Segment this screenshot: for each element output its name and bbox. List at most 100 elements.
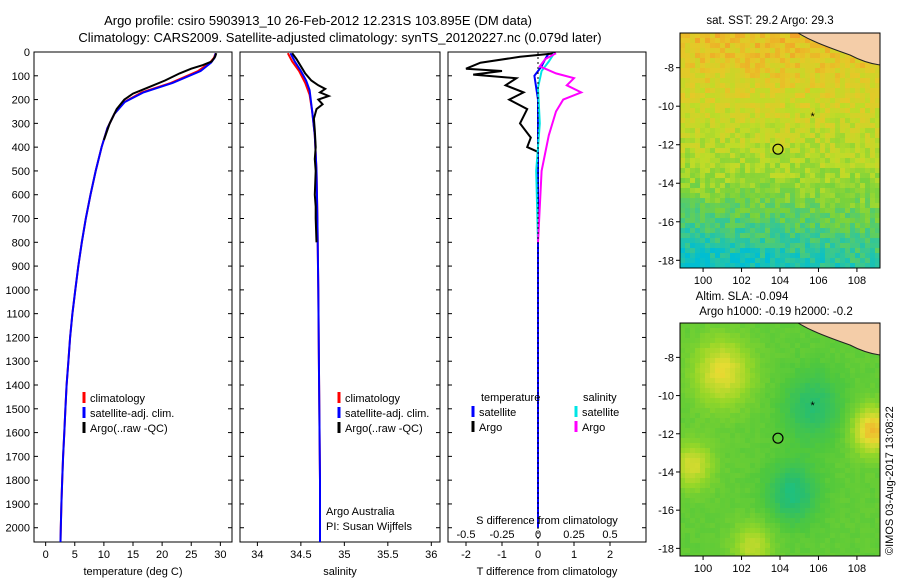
map-cell [820, 198, 826, 204]
map-cell [800, 133, 806, 139]
map-cell [850, 423, 856, 429]
map-cell [710, 358, 716, 364]
map-cell [750, 203, 756, 209]
map-cell [750, 393, 756, 399]
map-cell [830, 128, 836, 134]
map-cell [750, 108, 756, 114]
map-cell [725, 213, 731, 219]
map-cell [745, 368, 751, 374]
map-cell [820, 118, 826, 124]
map-cell [710, 363, 716, 369]
map-cell [865, 73, 871, 79]
map-cell [865, 423, 871, 429]
map-cell [705, 218, 711, 224]
map-cell [740, 213, 746, 219]
map-cell [720, 398, 726, 404]
map-cell [845, 173, 851, 179]
map-cell [780, 443, 786, 449]
map-cell [710, 168, 716, 174]
map-cell [845, 383, 851, 389]
map-cell [705, 458, 711, 464]
map-cell [750, 503, 756, 509]
map-cell [835, 218, 841, 224]
map-cell [745, 338, 751, 344]
map-cell [790, 398, 796, 404]
map-cell [840, 248, 846, 254]
map-cell [840, 98, 846, 104]
map-cell [790, 483, 796, 489]
map-cell [705, 68, 711, 74]
map-cell [690, 498, 696, 504]
map-cell [850, 353, 856, 359]
map-cell [730, 528, 736, 534]
map-cell [860, 433, 866, 439]
map-cell [710, 263, 716, 268]
map-cell [775, 178, 781, 184]
map-cell [855, 428, 861, 434]
map-cell [700, 368, 706, 374]
map-cell [775, 198, 781, 204]
map-cell [795, 228, 801, 234]
map-cell [710, 113, 716, 119]
map-cell [740, 428, 746, 434]
map-cell [725, 408, 731, 414]
map-cell [770, 158, 776, 164]
map-cell [685, 498, 691, 504]
map-cell [760, 218, 766, 224]
map-cell [765, 383, 771, 389]
map-cell [835, 423, 841, 429]
map-cell [725, 123, 731, 129]
map-cell [865, 498, 871, 504]
map-cell [775, 168, 781, 174]
map-cell [720, 43, 726, 49]
map-cell [775, 493, 781, 499]
map-cell [755, 38, 761, 44]
map-cell [685, 83, 691, 89]
map-cell [685, 328, 691, 334]
map-cell [730, 33, 736, 39]
map-cell [725, 393, 731, 399]
map-cell [685, 463, 691, 469]
map-cell [775, 208, 781, 214]
map-cell [825, 398, 831, 404]
map-cell [695, 83, 701, 89]
map-cell [865, 218, 871, 224]
map-cell [830, 363, 836, 369]
y-tick-label: 1400 [6, 380, 30, 392]
map-cell [815, 363, 821, 369]
map-cell [750, 123, 756, 129]
map-cell [725, 548, 731, 554]
map-cell [710, 338, 716, 344]
map-cell [705, 213, 711, 219]
map-cell [765, 363, 771, 369]
map-cell [790, 183, 796, 189]
map-cell [875, 478, 880, 484]
map-cell [695, 333, 701, 339]
map-cell [760, 363, 766, 369]
map-cell [810, 478, 816, 484]
map-cell [800, 98, 806, 104]
map-cell [715, 383, 721, 389]
map-cell [700, 53, 706, 59]
map-cell [770, 538, 776, 544]
map-cell [800, 193, 806, 199]
map-cell [765, 118, 771, 124]
map-cell [715, 498, 721, 504]
map-cell [710, 138, 716, 144]
map-cell [685, 158, 691, 164]
map-cell [770, 213, 776, 219]
map-cell [855, 118, 861, 124]
map-cell [730, 163, 736, 169]
map-cell [680, 163, 686, 169]
map-cell [775, 388, 781, 394]
map-cell [810, 178, 816, 184]
map-cell [840, 538, 846, 544]
map-cell [735, 408, 741, 414]
map-cell [825, 518, 831, 524]
map-cell [845, 408, 851, 414]
map-cell [710, 118, 716, 124]
map-cell [775, 393, 781, 399]
map-cell [780, 78, 786, 84]
map-cell [770, 338, 776, 344]
map-cell [770, 238, 776, 244]
